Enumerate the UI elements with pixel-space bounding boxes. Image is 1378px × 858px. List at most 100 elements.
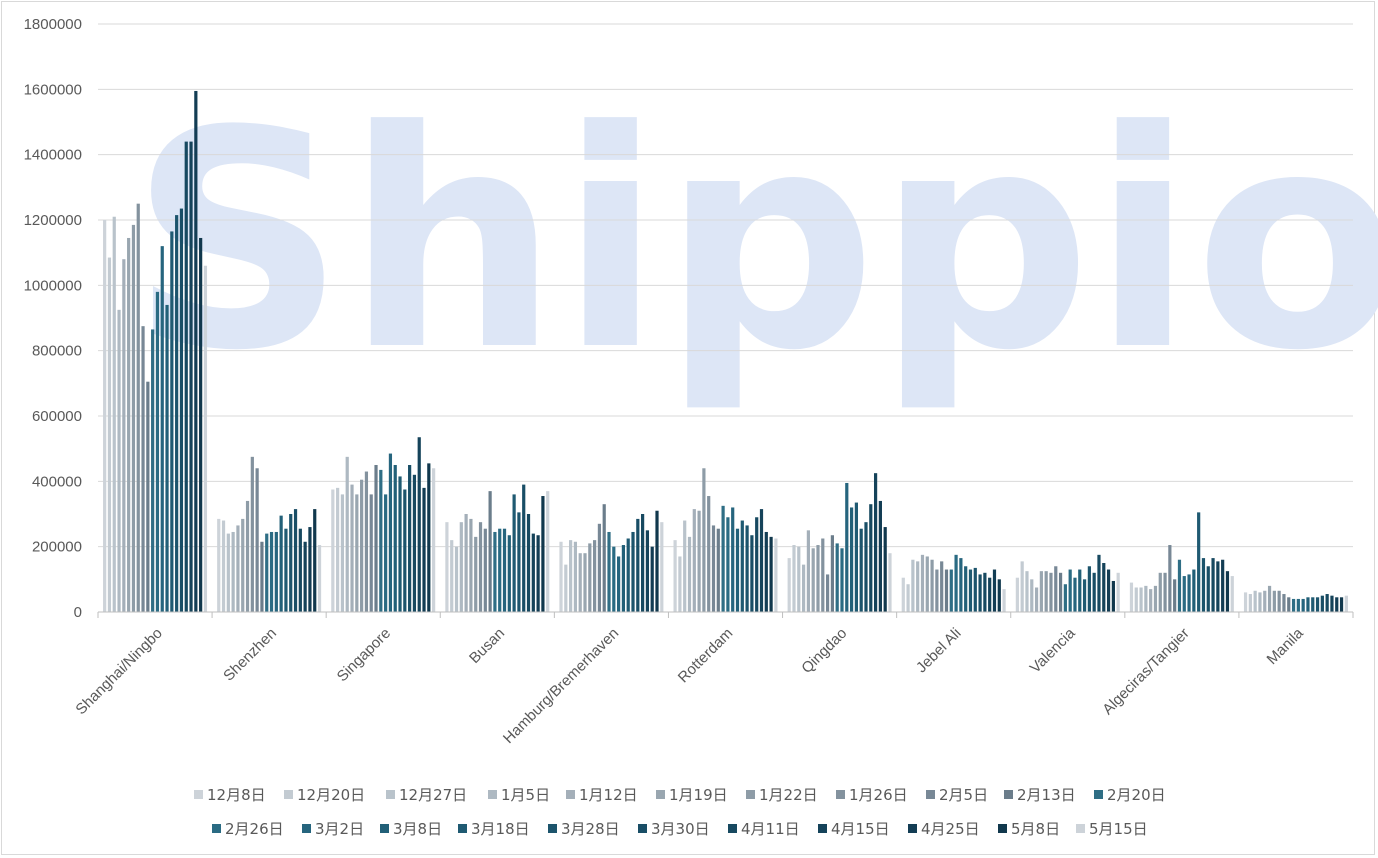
bar <box>427 463 431 612</box>
bar <box>384 494 388 612</box>
bar <box>1087 566 1091 612</box>
bar <box>1092 572 1096 612</box>
bar <box>1129 582 1134 612</box>
bar <box>1073 577 1077 612</box>
bar <box>1230 576 1234 612</box>
bar <box>464 514 468 612</box>
bar <box>250 456 254 612</box>
bar <box>906 584 910 612</box>
y-axis: 0 200000 400000 600000 800000 1000000 1200000 1… <box>24 16 82 621</box>
bar <box>797 546 801 612</box>
bar <box>112 216 116 612</box>
bar <box>226 533 230 612</box>
bar <box>1063 584 1067 612</box>
bar <box>350 484 354 612</box>
bar <box>1111 580 1115 612</box>
bar <box>1144 585 1148 612</box>
bar <box>1163 572 1167 612</box>
bar <box>864 522 868 612</box>
legend-item: 1月22日 <box>746 786 818 804</box>
bar <box>1078 569 1082 612</box>
x-category-label: Shanghai/Ningbo <box>72 625 165 718</box>
legend-swatch <box>638 824 647 833</box>
bar <box>1315 597 1320 612</box>
bar <box>935 569 939 612</box>
bar <box>683 520 687 612</box>
bar <box>488 491 492 612</box>
bar <box>1287 597 1291 612</box>
bar <box>422 487 426 612</box>
bar <box>641 514 645 612</box>
legend-item: 12月27日 <box>386 786 467 804</box>
bar <box>184 141 188 612</box>
bar <box>1192 569 1196 612</box>
legend-label: 1月12日 <box>579 786 638 804</box>
bar <box>1344 595 1348 612</box>
x-category-label: Hamburg/Bremerhaven <box>500 625 622 747</box>
legend-item: 3月18日 <box>458 820 530 838</box>
legend-item: 3月30日 <box>638 820 710 838</box>
legend-item: 1月26日 <box>836 786 908 804</box>
bar <box>1049 572 1053 612</box>
bar <box>678 556 682 612</box>
bar <box>160 246 164 612</box>
legend: 12月8日 12月20日 12月27日 1月5日 1月12日 1月19日 1月22日 1月26… <box>194 786 1166 838</box>
bar <box>988 577 992 612</box>
bar <box>459 522 463 612</box>
x-category-label: Busan <box>466 625 508 667</box>
bar <box>983 572 987 612</box>
bar <box>949 569 953 612</box>
bar <box>854 502 858 612</box>
legend-item: 3月8日 <box>380 820 442 838</box>
bar <box>816 545 820 612</box>
bar <box>821 538 825 612</box>
bar <box>308 527 312 612</box>
legend-item: 1月19日 <box>656 786 728 804</box>
legend-label: 5月15日 <box>1089 820 1148 838</box>
legend-swatch <box>548 824 557 833</box>
bar <box>369 494 373 612</box>
bar <box>973 567 977 612</box>
x-category-label: Jebel Ali <box>913 625 965 677</box>
bar <box>469 518 473 612</box>
bar <box>1248 594 1252 612</box>
y-tick-label: 1000000 <box>24 277 82 294</box>
bar <box>536 535 540 612</box>
y-tick-label: 0 <box>74 604 82 621</box>
bar <box>127 237 131 612</box>
legend-label: 2月20日 <box>1107 786 1166 804</box>
bar <box>626 538 630 612</box>
bar <box>588 543 592 612</box>
legend-label: 4月25日 <box>921 820 980 838</box>
bar <box>1054 566 1058 612</box>
y-tick-label: 400000 <box>32 473 82 490</box>
legend-item: 3月2日 <box>302 820 364 838</box>
bar <box>141 326 145 612</box>
bar <box>317 545 322 612</box>
bars <box>103 90 1348 613</box>
bar <box>1030 579 1034 612</box>
bar <box>355 494 359 612</box>
bar <box>711 525 716 612</box>
bar <box>835 543 839 612</box>
bar <box>769 536 773 612</box>
legend-swatch <box>212 824 221 833</box>
bar <box>930 559 934 612</box>
bar <box>1258 592 1262 612</box>
legend-swatch <box>998 824 1007 833</box>
bar <box>241 518 245 612</box>
bar <box>687 536 692 612</box>
x-category-label: Algeciras/Tangier <box>1099 625 1192 718</box>
legend-swatch <box>818 824 827 833</box>
bar <box>1325 594 1329 612</box>
legend-label: 3月8日 <box>393 820 442 838</box>
bar <box>512 494 516 612</box>
legend-label: 3月2日 <box>315 820 364 838</box>
bar <box>284 528 288 612</box>
bar <box>221 520 226 612</box>
bar <box>888 553 892 612</box>
bar <box>869 504 873 612</box>
bar <box>1282 594 1286 612</box>
bar <box>293 509 298 612</box>
bar <box>1058 572 1063 612</box>
